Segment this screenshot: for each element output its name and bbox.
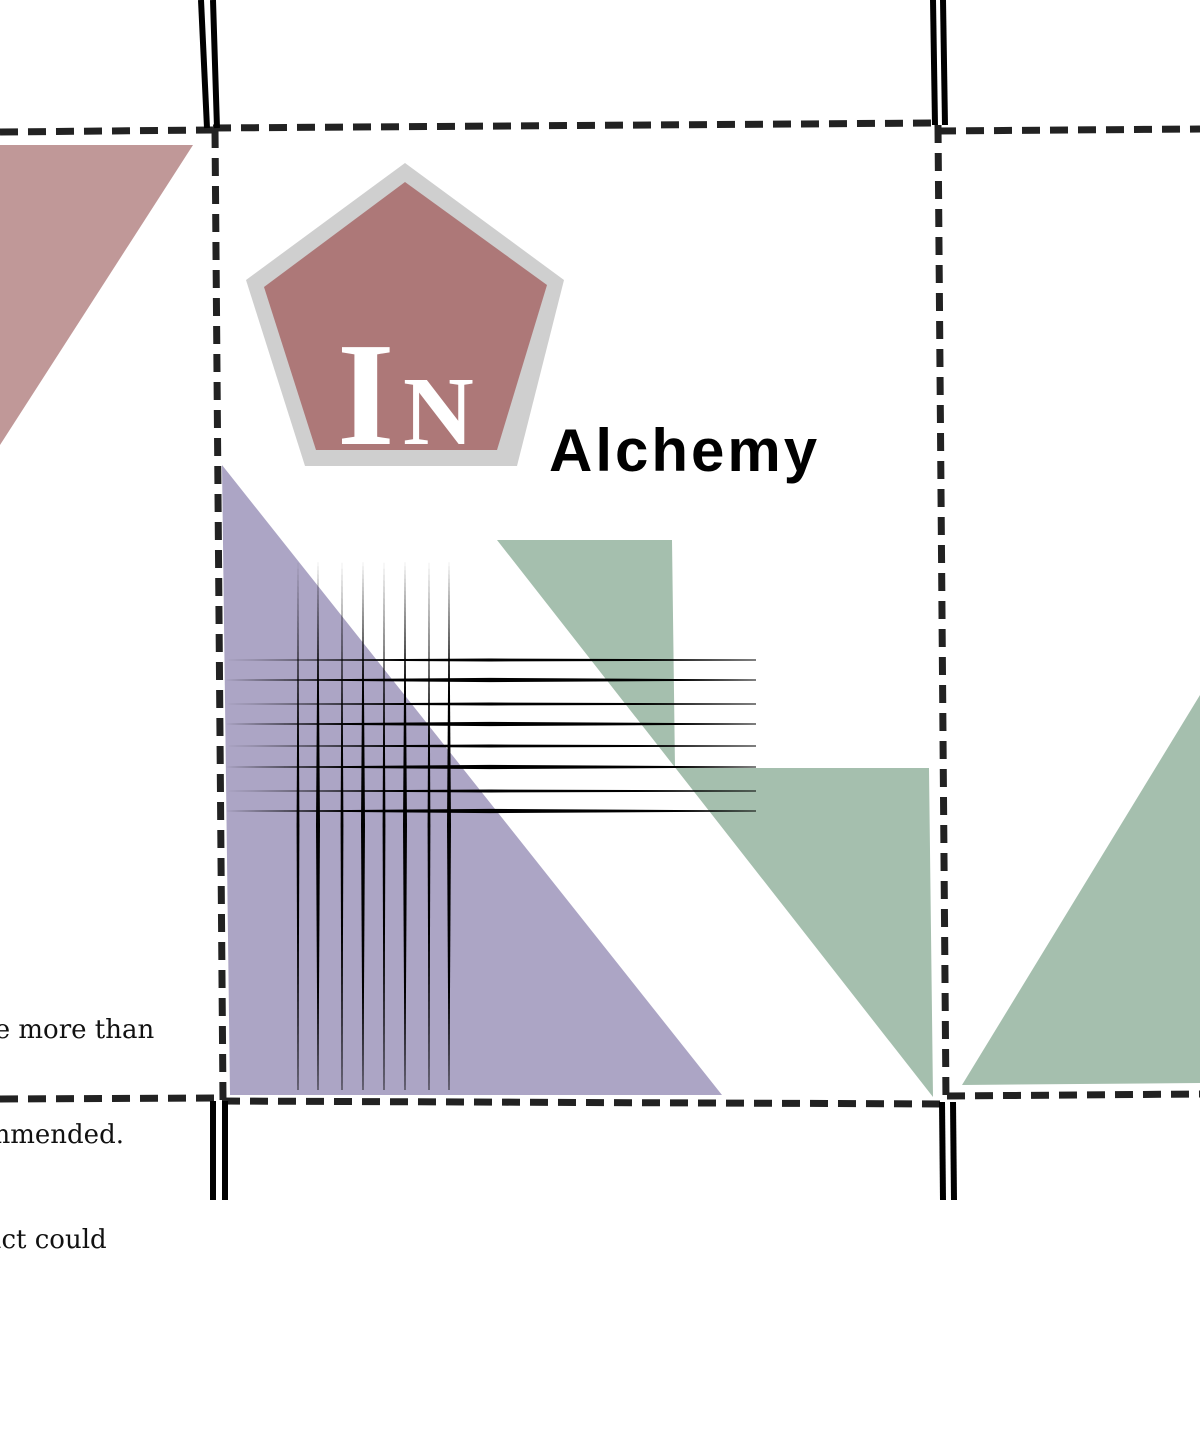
fold-line-bottom-right (946, 1090, 1200, 1100)
element-symbol-rest: N (403, 358, 474, 466)
warning-line: sume more than (0, 1015, 155, 1045)
warning-line: TH. (0, 1328, 200, 1363)
hatch-vertical-line (447, 560, 451, 1090)
hatch-horizontal-line (225, 658, 756, 662)
fold-line-top-right (937, 125, 1200, 135)
hatch-horizontal-line (225, 808, 756, 814)
pentagon-inner (264, 182, 547, 450)
hatch-horizontal-line (225, 789, 756, 793)
fold-line-right (934, 124, 950, 1103)
fold-line-bottom-left (0, 1094, 223, 1103)
hatch-vertical-line (403, 560, 407, 1090)
hatch-vertical-line (382, 560, 386, 1090)
hatch-horizontal-line (225, 721, 756, 727)
fold-line-left (211, 129, 227, 1101)
hatch-vertical-line (340, 560, 344, 1090)
fold-line-bottom-center (221, 1097, 948, 1108)
warning-line: ecommended. (0, 1120, 124, 1150)
warning-line: roduct could (0, 1225, 107, 1255)
top-left-tab-line (210, 0, 220, 129)
hatch-vertical-line (316, 560, 320, 1090)
hatch-horizontal-line (225, 702, 756, 706)
purple-triangle (222, 465, 722, 1095)
bottom-right-tab-line (939, 1101, 946, 1201)
warning-text: sume more than ecommended. roduct could … (0, 943, 200, 1433)
right-triangle (962, 695, 1200, 1085)
element-symbol-first: I (337, 313, 395, 477)
fold-line-top-center (212, 119, 939, 132)
dieline-artwork: I N (0, 0, 1200, 1201)
top-right-tab-line (930, 0, 938, 126)
fold-tabs (198, 0, 957, 1201)
product-name: Alchemy (549, 417, 821, 484)
pentagon-badge-icon: I N (246, 163, 564, 477)
top-left-tab-line (198, 0, 210, 129)
left-triangle (0, 145, 193, 445)
hatch-vertical-line (296, 560, 300, 1090)
hatch-vertical-line (361, 560, 365, 1090)
packaging-dieline: I N Alchemy sume more than ecommended. r… (0, 0, 1200, 1255)
dashed-fold-lines (0, 119, 1200, 1108)
bottom-right-tab-line (950, 1101, 957, 1201)
fold-line-top-left (0, 126, 214, 136)
hatch-vertical-line (427, 560, 431, 1090)
top-right-tab-line (940, 0, 948, 126)
hatch-horizontal-line (225, 764, 756, 770)
hatch-horizontal-line (225, 677, 756, 683)
crosshatch-pattern (225, 560, 756, 1090)
hatch-horizontal-line (225, 744, 756, 748)
